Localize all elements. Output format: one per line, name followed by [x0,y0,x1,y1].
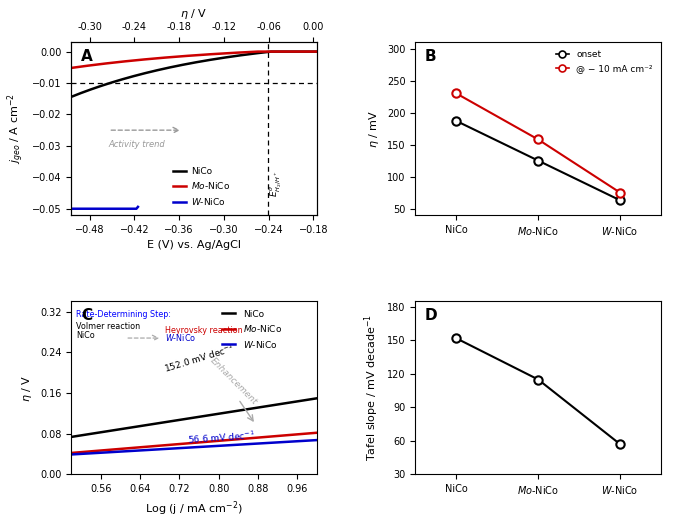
X-axis label: $\eta$ / V: $\eta$ / V [180,7,207,21]
Text: Heyrovsky reaction: Heyrovsky reaction [165,326,242,335]
Y-axis label: $\eta$ / mV: $\eta$ / mV [367,110,381,148]
Legend: NiCo, $Mo$-NiCo, $W$-NiCo: NiCo, $Mo$-NiCo, $W$-NiCo [169,163,233,210]
Text: A: A [81,49,93,64]
Text: $E^{\theta}_{H_2/H^+}$: $E^{\theta}_{H_2/H^+}$ [268,170,284,197]
Text: 56.6 mV dec$^{-1}$: 56.6 mV dec$^{-1}$ [186,428,255,446]
Y-axis label: $\eta$ / V: $\eta$ / V [20,374,35,402]
Text: $W$-NiCo: $W$-NiCo [165,332,196,343]
Y-axis label: Tafel slope / mV decade$^{-1}$: Tafel slope / mV decade$^{-1}$ [363,315,382,461]
Text: B: B [425,49,437,64]
Text: Rate-Determining Step:: Rate-Determining Step: [76,310,171,319]
X-axis label: Log (j / mA cm$^{-2}$): Log (j / mA cm$^{-2}$) [145,500,243,518]
Text: Enhancement: Enhancement [209,356,260,406]
X-axis label: E (V) vs. Ag/AgCl: E (V) vs. Ag/AgCl [147,240,241,250]
Y-axis label: $j_{geo}$ / A cm$^{-2}$: $j_{geo}$ / A cm$^{-2}$ [5,93,26,164]
Text: NiCo: NiCo [76,331,95,340]
Legend: onset, @ − 10 mA cm⁻²: onset, @ − 10 mA cm⁻² [552,47,656,76]
Legend: NiCo, $Mo$-NiCo, $W$-NiCo: NiCo, $Mo$-NiCo, $W$-NiCo [218,306,285,353]
Text: C: C [81,308,92,324]
Text: 152.0 mV dec$^{-1}$: 152.0 mV dec$^{-1}$ [162,341,236,375]
Text: Volmer reaction: Volmer reaction [76,323,140,331]
Text: D: D [425,308,438,324]
Text: Activity trend: Activity trend [108,140,165,149]
